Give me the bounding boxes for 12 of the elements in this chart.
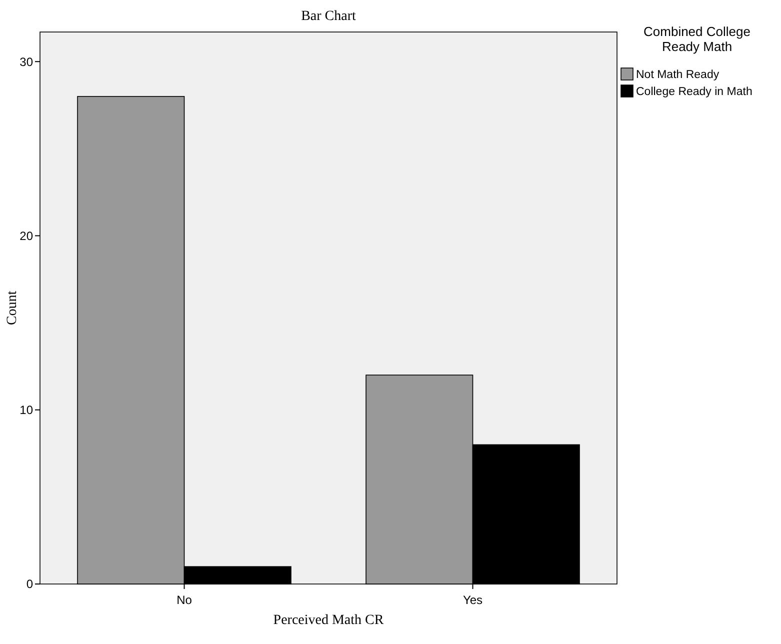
- x-tick-label: No: [176, 593, 192, 607]
- y-tick-label: 10: [20, 403, 34, 418]
- y-axis-title: Count: [5, 290, 20, 326]
- legend-title: Combined College Ready Math: [644, 24, 750, 54]
- legend-label: College Ready in Math: [636, 86, 752, 98]
- legend-label: Not Math Ready: [636, 69, 720, 81]
- y-tick-label: 30: [20, 54, 34, 69]
- x-tick-label: Yes: [462, 593, 483, 607]
- x-axis-title: Perceived Math CR: [273, 613, 384, 628]
- y-tick-label: 0: [26, 577, 34, 592]
- chart-title: Bar Chart: [301, 9, 356, 24]
- y-tick-label: 20: [20, 228, 34, 243]
